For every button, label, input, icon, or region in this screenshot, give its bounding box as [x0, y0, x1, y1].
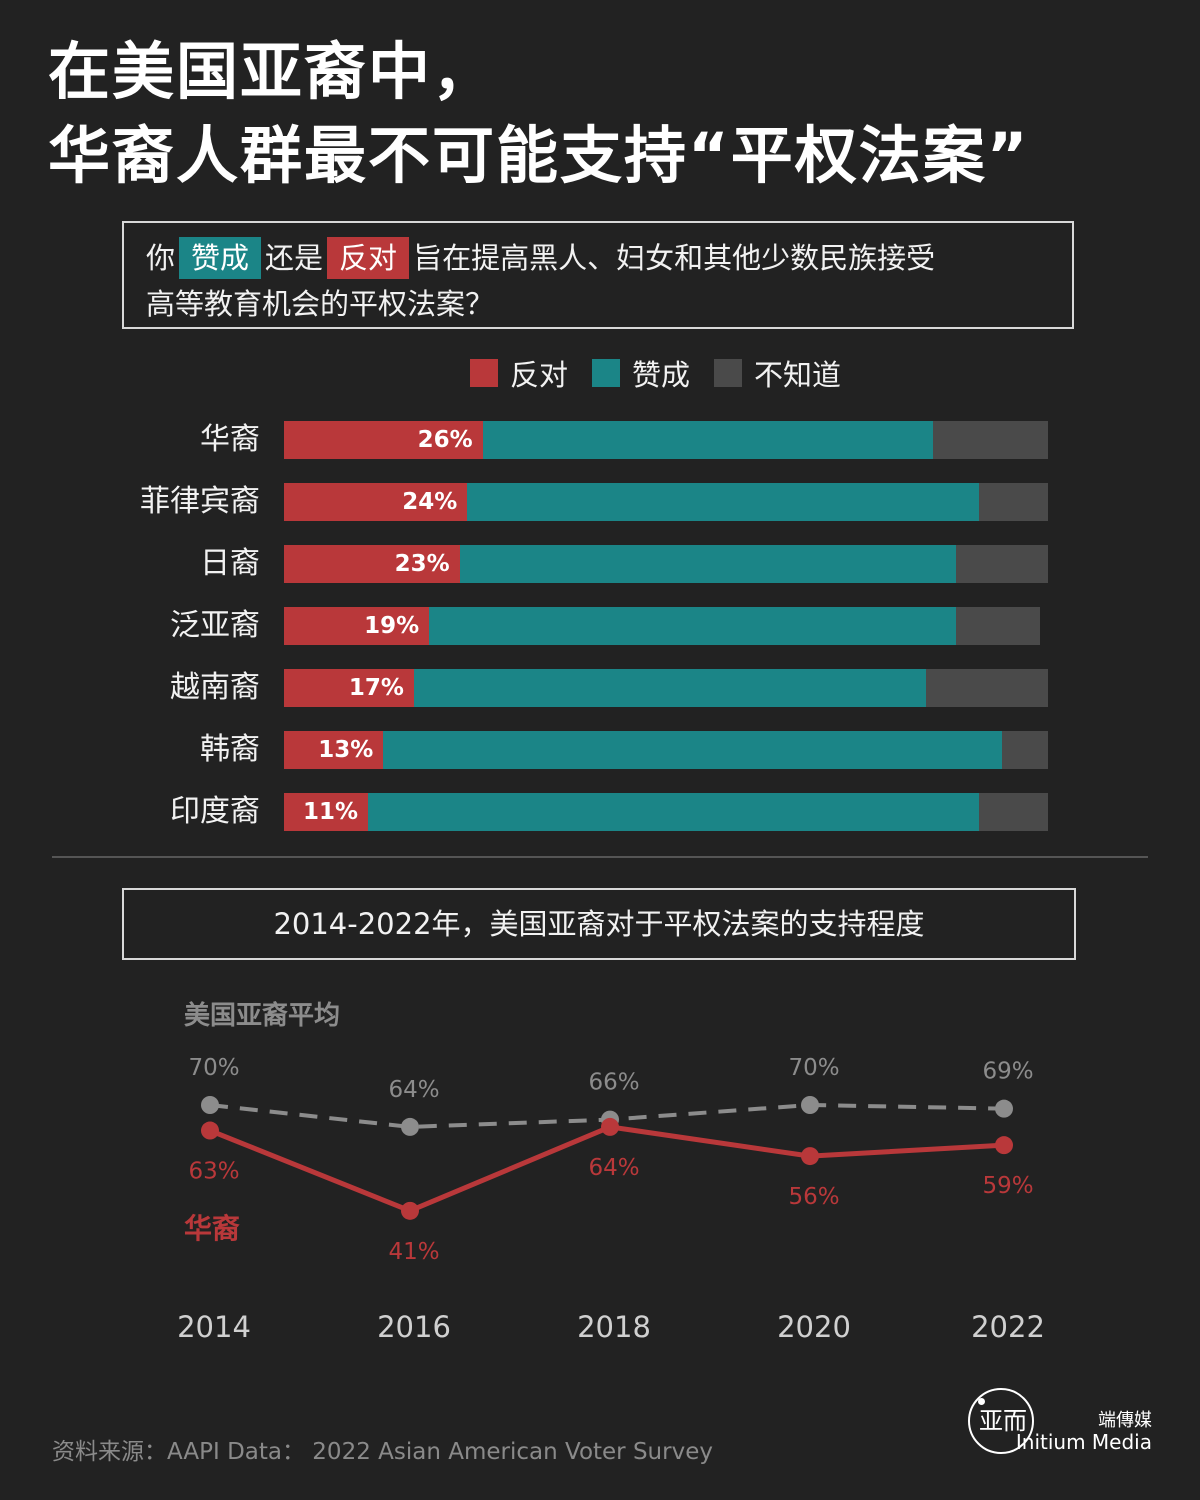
legend-label-support: 赞成: [632, 358, 691, 392]
series-name-chinese: 华裔: [184, 1212, 240, 1245]
x-tick-label: 2020: [777, 1310, 851, 1344]
average-value-label: 70%: [188, 1055, 239, 1081]
bar-segment-support: [368, 793, 980, 831]
average-value-label: 64%: [388, 1077, 439, 1103]
x-tick-label: 2022: [971, 1310, 1045, 1344]
legend-label-unknown: 不知道: [754, 358, 842, 392]
stacked-bar: 17%: [284, 669, 1048, 707]
question-prefix: 你: [146, 241, 176, 275]
bar-value-label: 13%: [318, 737, 374, 763]
logo-circle: 亚而: [968, 1388, 1034, 1454]
legend-swatch-unknown: [714, 359, 743, 387]
chinese-value-label: 64%: [588, 1155, 639, 1181]
bar-segment-support: [413, 669, 926, 707]
bar-segment-unknown: [979, 793, 1048, 831]
chinese-value-label: 41%: [388, 1239, 439, 1265]
legend-label-oppose: 反对: [510, 358, 569, 392]
stacked-bar: 26%: [284, 421, 1048, 459]
bar-category-label: 菲律宾裔: [140, 484, 260, 519]
question-support-tag: 赞成: [179, 237, 262, 279]
x-tick-label: 2016: [377, 1310, 451, 1344]
question-oppose-tag: 反对: [327, 237, 410, 279]
brand-name-en: Initium Media: [1015, 1430, 1152, 1454]
bar-value-label: 26%: [417, 427, 473, 453]
legend: 反对 赞成 不知道: [470, 352, 865, 394]
bar-segment-unknown: [925, 669, 1048, 707]
bar-value-label: 24%: [402, 489, 458, 515]
page-title: 在美国亚裔中， 华裔人群最不可能支持“平权法案”: [48, 30, 1030, 198]
source-note: 资料来源：AAPI Data： 2022 Asian American Vote…: [52, 1439, 713, 1465]
bar-segment-oppose: 11%: [284, 793, 369, 831]
average-value-label: 66%: [588, 1070, 639, 1096]
line-chart-title-box: 2014-2022年，美国亚裔对于平权法案的支持程度: [122, 888, 1076, 960]
average-point: [801, 1096, 819, 1114]
question-middle: 还是: [265, 241, 324, 275]
average-point: [201, 1096, 219, 1114]
bar-segment-oppose: 13%: [284, 731, 384, 769]
chinese-point: [601, 1117, 619, 1136]
bar-value-label: 23%: [394, 551, 450, 577]
bar-segment-oppose: 26%: [284, 421, 483, 459]
bar-category-label: 泛亚裔: [170, 608, 260, 643]
bar-category-label: 印度裔: [170, 794, 260, 829]
title-line-2: 华裔人群最不可能支持“平权法案”: [48, 119, 1030, 192]
stacked-bar: 11%: [284, 793, 1048, 831]
x-tick-label: 2018: [577, 1310, 651, 1344]
bar-segment-oppose: 19%: [284, 607, 430, 645]
section-divider: [52, 856, 1148, 858]
x-tick-label: 2014: [177, 1310, 251, 1344]
bar-category-label: 越南裔: [170, 670, 260, 705]
question-line-2: 高等教育机会的平权法案？: [146, 287, 495, 321]
legend-swatch-support: [592, 359, 621, 387]
bar-segment-support: [459, 545, 957, 583]
legend-item-unknown: 不知道: [714, 352, 841, 394]
stacked-bar: 13%: [284, 731, 1048, 769]
bar-segment-support: [482, 421, 934, 459]
legend-item-oppose: 反对: [470, 352, 568, 394]
legend-item-support: 赞成: [592, 352, 690, 394]
bar-segment-oppose: 17%: [284, 669, 414, 707]
bar-value-label: 19%: [364, 613, 420, 639]
legend-swatch-oppose: [470, 359, 498, 387]
title-line-1: 在美国亚裔中，: [48, 35, 497, 108]
chinese-point: [201, 1121, 219, 1140]
bar-category-label: 华裔: [200, 422, 260, 457]
bar-segment-unknown: [933, 421, 1048, 459]
bar-segment-oppose: 24%: [284, 483, 468, 521]
chinese-value-label: 59%: [982, 1173, 1033, 1199]
chinese-value-label: 56%: [788, 1184, 839, 1210]
stacked-bar: 19%: [284, 607, 1048, 645]
chinese-point: [995, 1136, 1013, 1155]
bar-segment-oppose: 23%: [284, 545, 460, 583]
question-rest: 旨在提高黑人、妇女和其他少数民族接受: [413, 241, 936, 275]
logo-dot: [978, 1398, 985, 1405]
bar-value-label: 17%: [348, 675, 404, 701]
series-name-average: 美国亚裔平均: [184, 1000, 340, 1031]
bar-segment-unknown: [956, 607, 1041, 645]
stacked-bar: 23%: [284, 545, 1048, 583]
logo-glyph: 亚而: [979, 1407, 1027, 1435]
bar-segment-unknown: [956, 545, 1048, 583]
bar-value-label: 11%: [302, 799, 359, 825]
average-point: [401, 1117, 419, 1136]
chinese-point: [401, 1201, 419, 1220]
bar-segment-support: [467, 483, 980, 521]
chinese-point: [801, 1147, 819, 1166]
bar-category-label: 韩裔: [200, 732, 260, 767]
brand-logo: 亚而 端傳媒 Initium Media: [966, 1388, 1166, 1468]
bar-segment-unknown: [1002, 731, 1048, 769]
stacked-bar: 24%: [284, 483, 1048, 521]
chinese-value-label: 63%: [188, 1159, 239, 1185]
bar-segment-support: [383, 731, 1003, 769]
average-point: [995, 1099, 1013, 1118]
question-box: 你赞成 还是 反对 旨在提高黑人、妇女和其他少数民族接受 高等教育机会的平权法案？: [122, 221, 1074, 329]
bar-category-label: 日裔: [200, 546, 260, 581]
bar-segment-unknown: [979, 483, 1048, 521]
average-value-label: 69%: [982, 1059, 1033, 1085]
bar-segment-support: [429, 607, 957, 645]
average-value-label: 70%: [788, 1055, 839, 1081]
brand-name-cn: 端傳媒: [1098, 1410, 1152, 1431]
line-chart-title: 2014-2022年，美国亚裔对于平权法案的支持程度: [273, 907, 925, 941]
